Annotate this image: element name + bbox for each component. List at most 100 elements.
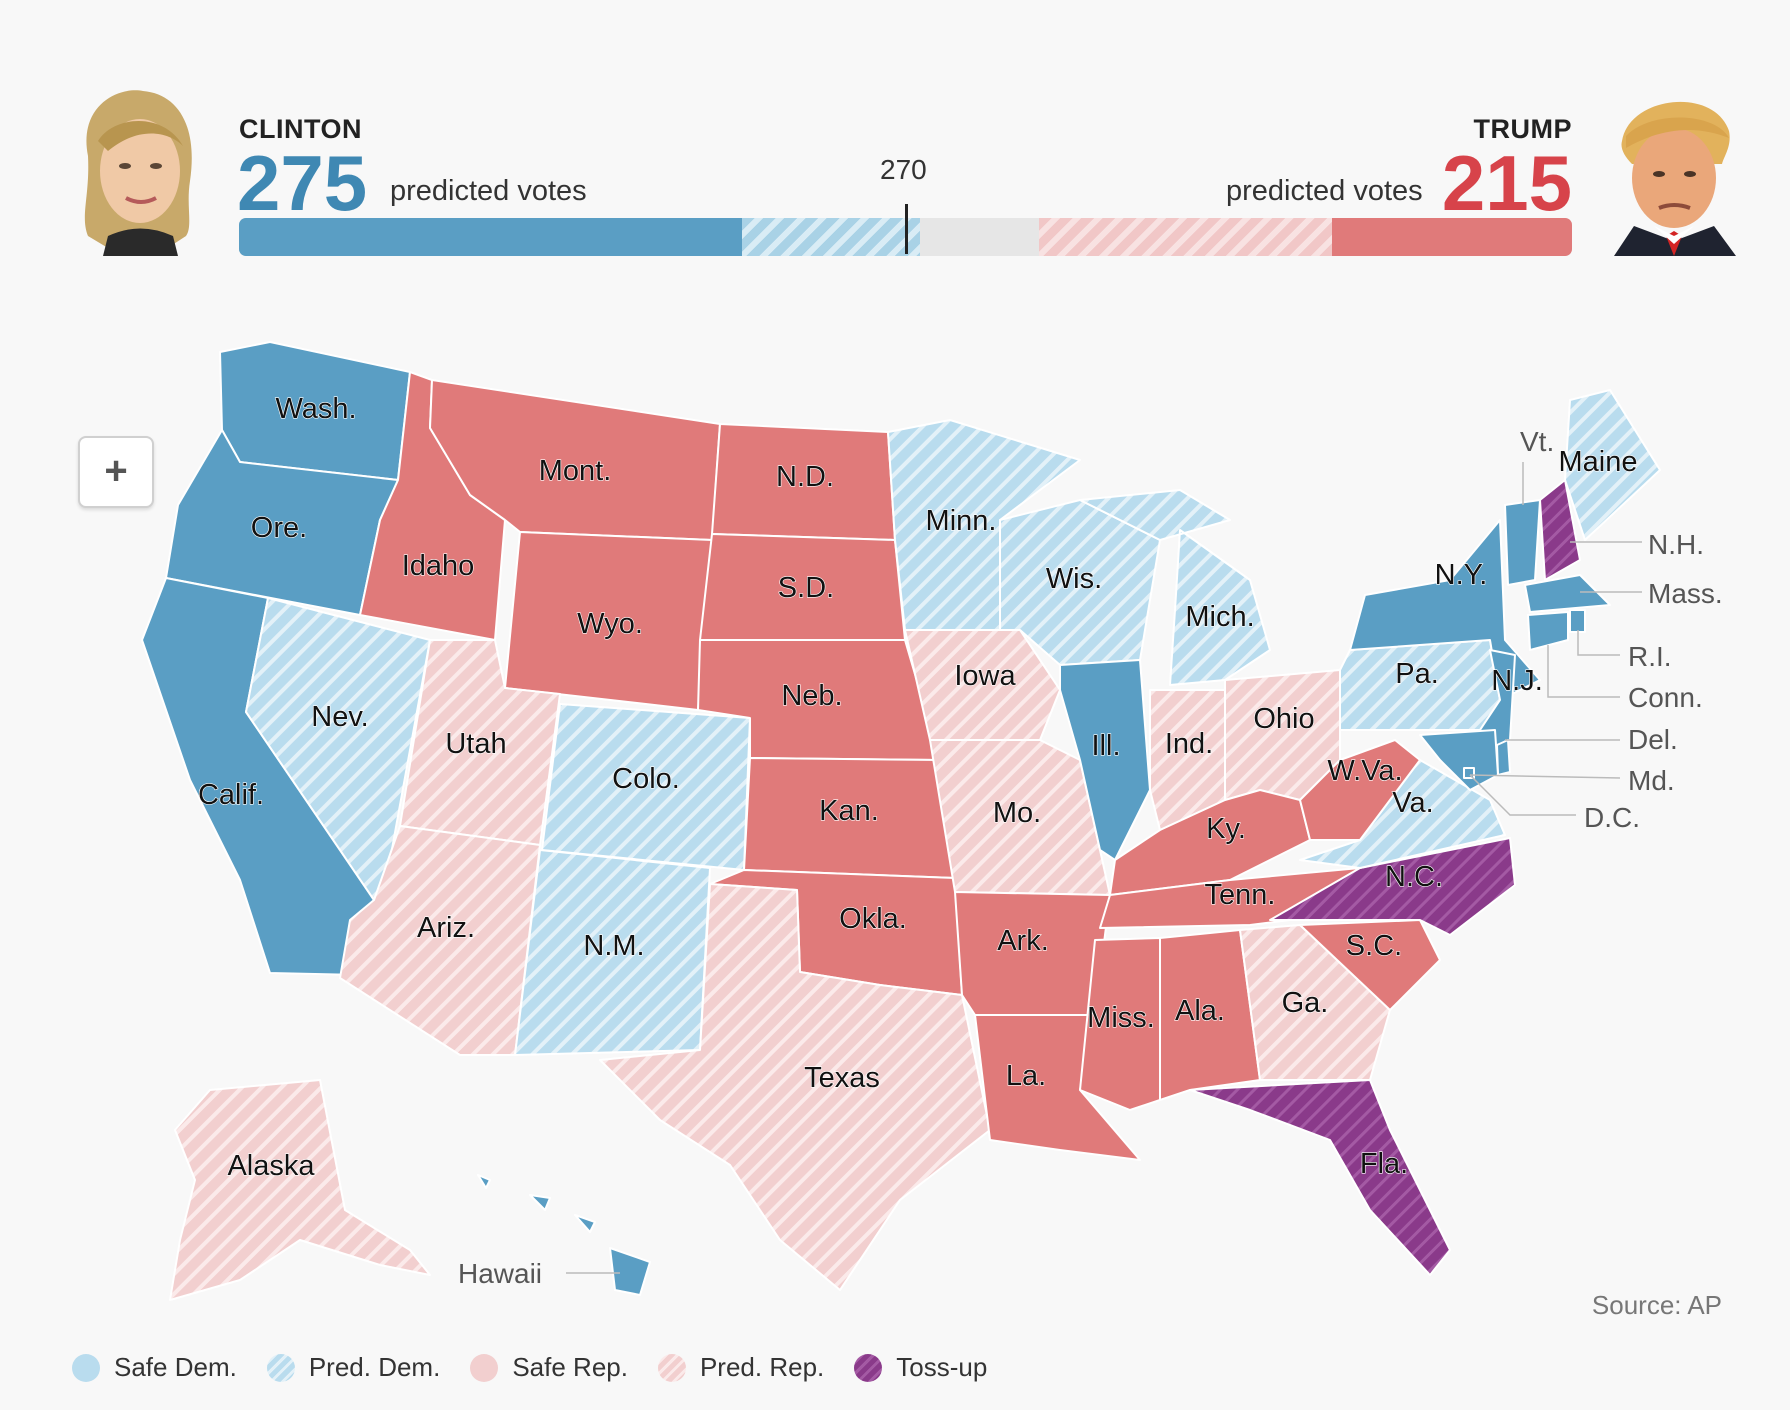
trump-votes-label: predicted votes — [1226, 175, 1423, 207]
state-label-n-c: N.C. — [1385, 861, 1443, 893]
state-label-neb: Neb. — [781, 680, 842, 712]
state-alaska[interactable] — [169, 1079, 431, 1301]
state-hawaii[interactable] — [477, 1174, 651, 1296]
state-label-fla: Fla. — [1360, 1148, 1408, 1180]
state-label-r-i: R.I. — [1628, 641, 1672, 672]
clinton-votes: 275 — [237, 139, 368, 227]
state-label-hawaii: Hawaii — [458, 1258, 542, 1289]
legend-swatch-icon — [854, 1353, 883, 1382]
state-label-mont: Mont. — [539, 455, 612, 487]
trump-votes: 215 — [1441, 139, 1572, 227]
legend-label: Toss-up — [896, 1352, 988, 1382]
state-label-idaho: Idaho — [402, 550, 475, 582]
callout-line-md — [1469, 774, 1621, 779]
state-texas[interactable] — [599, 883, 991, 1291]
state-fla[interactable] — [1189, 1079, 1451, 1276]
state-label-w-va: W.Va. — [1327, 755, 1402, 787]
state-label-conn: Conn. — [1628, 682, 1703, 713]
threshold-marker — [905, 204, 908, 254]
legend-swatch-icon — [72, 1353, 100, 1382]
state-label-d-c: D.C. — [1584, 802, 1640, 833]
source-note: Source: AP — [1591, 1290, 1722, 1320]
state-label-colo: Colo. — [612, 763, 680, 795]
state-label-tenn: Tenn. — [1205, 879, 1276, 911]
legend-label: Pred. Dem. — [308, 1352, 441, 1382]
callout-line-conn — [1547, 645, 1620, 698]
bar-safe-rep — [1331, 218, 1572, 256]
state-label-va: Va. — [1392, 787, 1433, 819]
bar-safe-dem — [239, 218, 742, 256]
legend-item-pred-rep: Pred. Rep. — [657, 1352, 824, 1383]
state-miss[interactable] — [1079, 937, 1161, 1111]
state-label-minn: Minn. — [926, 505, 997, 537]
callout-line-r-i — [1577, 630, 1620, 656]
state-label-ill: Ill. — [1092, 730, 1121, 762]
trump-name: TRUMP — [1473, 114, 1572, 144]
legend-swatch-icon — [470, 1353, 499, 1382]
state-label-nev: Nev. — [311, 701, 368, 733]
legend-item-pred-dem: Pred. Dem. — [266, 1352, 441, 1383]
legend: Safe Dem. Pred. Dem. Safe Rep. Pred. Rep. To… — [72, 1352, 1017, 1383]
callout-line-d-c — [1469, 774, 1576, 816]
state-label-texas: Texas — [804, 1062, 880, 1094]
state-label-ark: Ark. — [997, 925, 1049, 957]
clinton-votes-label: predicted votes — [390, 175, 587, 207]
state-label-alaska: Alaska — [227, 1150, 315, 1182]
state-mass[interactable] — [1524, 574, 1611, 613]
state-r-i[interactable] — [1569, 609, 1586, 633]
state-ala[interactable] — [1159, 929, 1261, 1101]
state-label-mo: Mo. — [993, 797, 1041, 829]
state-label-ohio: Ohio — [1253, 703, 1314, 735]
state-label-n-h: N.H. — [1648, 529, 1704, 560]
state-label-calif: Calif. — [198, 779, 264, 811]
state-conn[interactable] — [1527, 611, 1569, 651]
state-label-wash: Wash. — [275, 393, 356, 425]
state-label-ariz: Ariz. — [417, 912, 475, 944]
bar-toss-up — [920, 218, 1040, 256]
state-label-wyo: Wyo. — [577, 608, 643, 640]
state-label-n-m: N.M. — [583, 930, 644, 962]
state-ga[interactable] — [1239, 924, 1391, 1081]
state-label-s-c: S.C. — [1346, 930, 1402, 962]
clinton-name: CLINTON — [239, 114, 362, 144]
trump-portrait — [1614, 101, 1736, 256]
state-label-ind: Ind. — [1165, 728, 1213, 760]
state-label-ky: Ky. — [1206, 813, 1246, 845]
zoom-in-button[interactable]: + — [78, 436, 154, 508]
bar-pred-dem — [741, 218, 921, 256]
state-ill[interactable] — [1059, 659, 1151, 861]
clinton-portrait — [84, 90, 192, 256]
state-label-n-j: N.J. — [1491, 665, 1543, 697]
state-maine[interactable] — [1564, 389, 1661, 541]
state-label-mass: Mass. — [1648, 578, 1723, 609]
state-label-n-d: N.D. — [776, 461, 834, 493]
legend-item-toss-up: Toss-up — [854, 1352, 987, 1383]
legend-item-safe-dem: Safe Dem. — [72, 1352, 237, 1383]
state-label-vt: Vt. — [1520, 426, 1554, 457]
state-label-utah: Utah — [445, 728, 506, 760]
state-label-okla: Okla. — [839, 903, 907, 935]
legend-swatch-icon — [657, 1353, 686, 1382]
legend-item-safe-rep: Safe Rep. — [470, 1352, 628, 1383]
legend-swatch-icon — [266, 1353, 295, 1382]
state-label-ore: Ore. — [251, 512, 307, 544]
state-label-md: Md. — [1628, 765, 1675, 796]
bar-pred-rep — [1039, 218, 1332, 256]
state-label-pa: Pa. — [1395, 658, 1439, 690]
state-label-wis: Wis. — [1046, 563, 1102, 595]
state-del[interactable] — [1496, 739, 1511, 776]
state-label-la: La. — [1006, 1060, 1046, 1092]
state-label-miss: Miss. — [1087, 1002, 1155, 1034]
state-s-c[interactable] — [1299, 919, 1441, 1011]
state-n-h[interactable] — [1539, 479, 1581, 581]
legend-label: Safe Dem. — [114, 1352, 237, 1382]
state-label-kan: Kan. — [819, 795, 879, 827]
state-vt[interactable] — [1504, 499, 1541, 586]
threshold-label: 270 — [880, 154, 927, 185]
state-label-n-y: N.Y. — [1435, 559, 1488, 591]
state-label-mich: Mich. — [1185, 601, 1254, 633]
state-w-va[interactable] — [1299, 739, 1421, 841]
state-label-iowa: Iowa — [954, 660, 1016, 692]
state-label-ala: Ala. — [1175, 995, 1225, 1027]
